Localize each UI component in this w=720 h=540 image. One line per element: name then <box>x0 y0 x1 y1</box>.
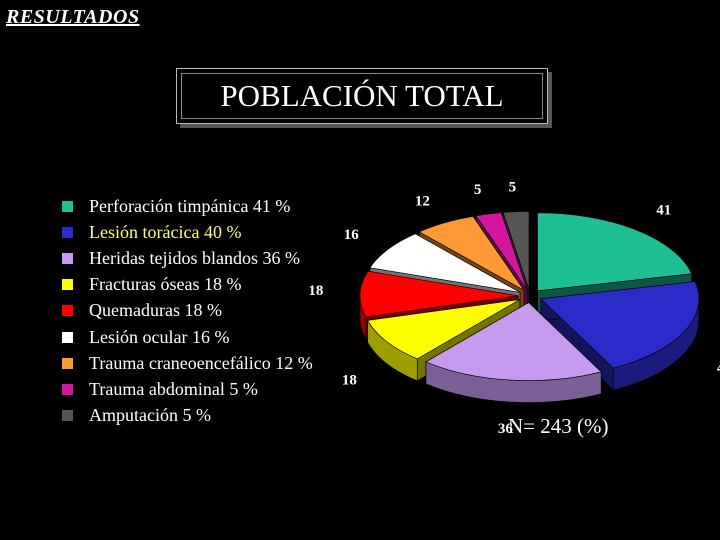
legend-label: Trauma abdominal 5 % <box>89 378 258 399</box>
legend-swatch <box>62 410 73 422</box>
pie-slice <box>425 302 602 381</box>
legend-label: Trauma craneoencefálico 12 % <box>89 352 313 373</box>
legend-label: Amputación 5 % <box>89 405 211 426</box>
pie-data-label: 36 <box>498 421 514 437</box>
pie-slice <box>537 212 693 292</box>
legend-item: Amputación 5 % <box>62 403 313 429</box>
legend-swatch <box>62 357 73 369</box>
legend-item: Lesión ocular 16 % <box>62 324 313 350</box>
pie-data-label: 18 <box>342 373 357 389</box>
legend-item: Fracturas óseas 18 % <box>62 272 313 298</box>
section-heading: RESULTADOS <box>6 6 140 28</box>
pie-slice <box>475 212 528 290</box>
legend-label: Fracturas óseas 18 % <box>89 274 242 295</box>
legend-label: Lesión torácica 40 % <box>89 221 242 242</box>
pie-slice <box>359 270 519 318</box>
legend-item: Lesión torácica 40 % <box>62 219 313 245</box>
legend-swatch <box>62 331 73 343</box>
pie-slice <box>367 299 521 360</box>
pie-data-label: 16 <box>344 227 360 243</box>
pie-data-label: 41 <box>656 202 671 218</box>
legend-swatch <box>62 305 73 317</box>
pie-slice <box>369 233 521 293</box>
legend-item: Trauma abdominal 5 % <box>62 376 313 402</box>
chart-legend: Perforación timpánica 41 % Lesión torácic… <box>62 193 313 429</box>
legend-label: Perforación timpánica 41 % <box>89 195 291 216</box>
pie-data-label: 5 <box>509 179 517 195</box>
legend-item: Quemaduras 18 % <box>62 298 313 324</box>
sample-size-note: N= 243 (%) <box>508 414 609 438</box>
legend-label: Lesión ocular 16 % <box>89 326 230 347</box>
pie-data-label: 40 <box>717 360 720 376</box>
legend-item: Heridas tejidos blandos 36 % <box>62 245 313 271</box>
pie-slice <box>540 281 700 369</box>
legend-swatch <box>62 252 73 264</box>
legend-item: Trauma craneoencefálico 12 % <box>62 350 313 376</box>
pie-data-label: 12 <box>415 193 430 209</box>
legend-item: Perforación timpánica 41 % <box>62 193 313 219</box>
legend-swatch <box>62 200 73 212</box>
pie-slice <box>502 211 530 290</box>
title-box: POBLACIÓN TOTAL <box>176 68 548 124</box>
pie-slice <box>418 216 525 291</box>
legend-swatch <box>62 226 73 238</box>
chart-title: POBLACIÓN TOTAL <box>181 73 543 119</box>
legend-label: Quemaduras 18 % <box>89 300 222 321</box>
pie-data-label: 5 <box>474 182 482 198</box>
legend-swatch <box>62 383 73 395</box>
legend-swatch <box>62 279 73 291</box>
legend-label: Heridas tejidos blandos 36 % <box>89 247 300 268</box>
pie-data-label: 18 <box>308 283 323 299</box>
